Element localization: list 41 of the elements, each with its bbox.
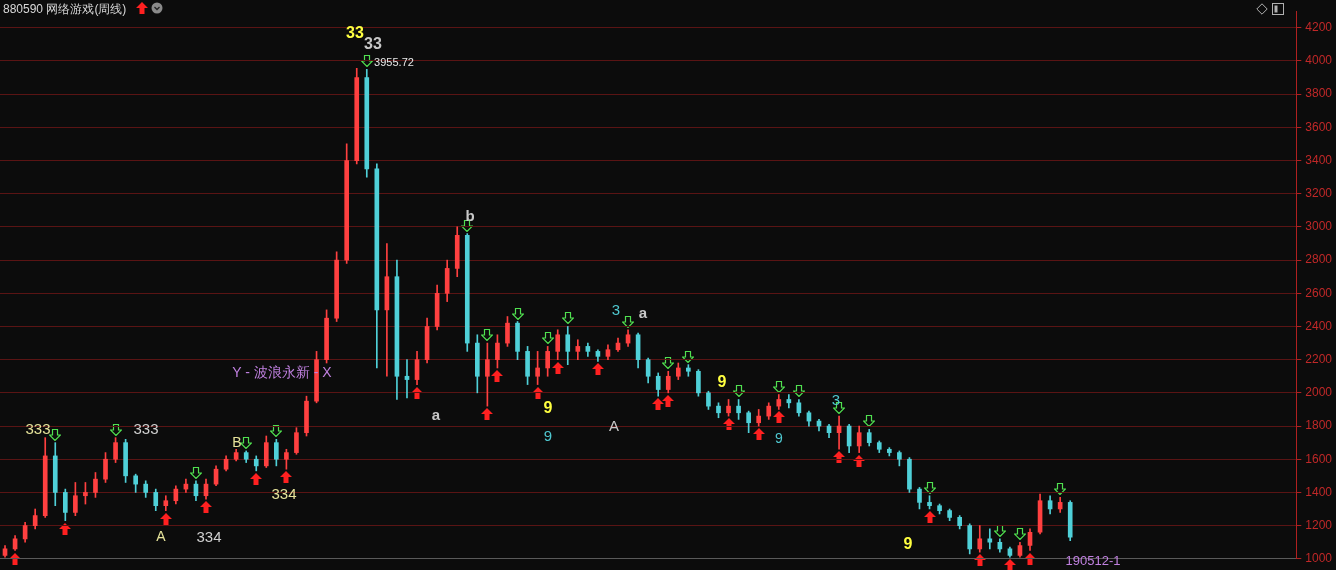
y-tick-label: 4000 [1305,53,1333,68]
annotation: 334 [271,484,297,502]
y-tick-label: 1200 [1305,517,1333,532]
annotation: A [608,416,620,434]
annotation: 9 [775,430,783,446]
y-tick-label: 1000 [1305,551,1333,566]
annotation: 9 [717,373,727,390]
y-tick-label: 4200 [1305,20,1333,35]
annotation: a [638,303,648,321]
annotation: 9 [903,535,913,552]
y-tick-label: 2800 [1305,252,1333,267]
y-tick-label: 1800 [1305,418,1333,433]
annotation: 333 [133,419,159,437]
annotation: 3 [611,300,621,318]
y-tick-label: 1400 [1305,484,1333,499]
annotation: 33 [346,24,364,41]
annotation: 3955.72 [374,55,414,68]
y-tick-label: 2000 [1305,385,1333,400]
annotation: 9 [543,426,553,444]
candlestick [987,528,993,550]
y-tick-label: 3200 [1305,186,1333,201]
annotation: 33 [364,35,382,52]
annotation: 3 [831,390,841,408]
annotation: a [431,405,441,423]
annotation: 190512-1 [1065,552,1121,568]
annotation: Y - 波浪永新 - X [232,364,332,380]
y-tick-label: 2200 [1305,351,1333,366]
annotation: 333 [25,419,51,437]
y-tick-label: 3000 [1305,219,1333,234]
annotation: B [232,434,242,450]
annotation: A [156,528,166,544]
y-tick-label: 3800 [1305,86,1333,101]
y-tick-label: 2400 [1305,318,1333,333]
y-tick-label: 1600 [1305,451,1333,466]
annotation: 334 [196,527,222,545]
y-tick-label: 3600 [1305,119,1333,134]
annotation: 9 [543,399,553,416]
y-tick-label: 2600 [1305,285,1333,300]
chart-title: 880590 网络游戏(周线) [3,1,127,18]
y-tick-label: 3400 [1305,152,1333,167]
annotation: b [465,206,475,224]
